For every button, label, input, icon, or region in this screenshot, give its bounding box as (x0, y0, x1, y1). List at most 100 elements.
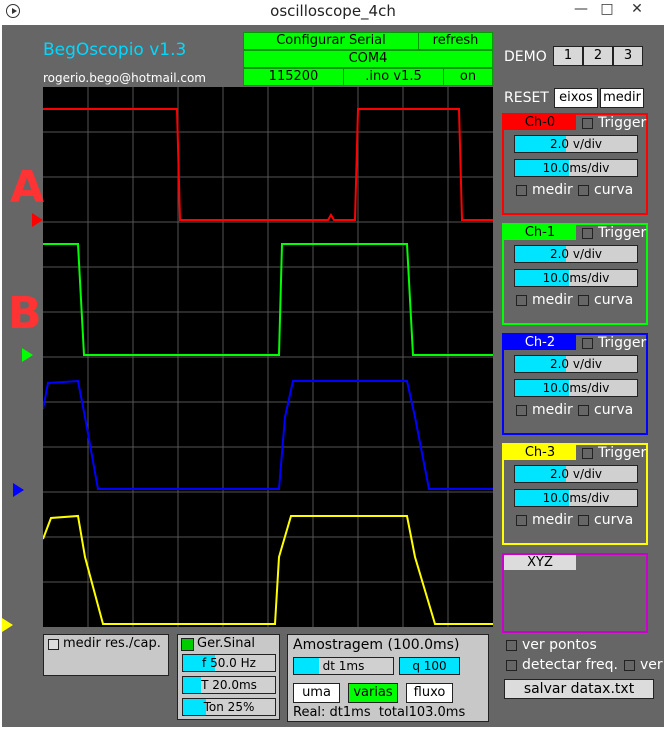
channel-3-trigger-checkbox[interactable] (582, 448, 593, 459)
serial-port-field[interactable]: COM4 (243, 50, 493, 68)
amostragem-q-slider[interactable]: q 100 (399, 657, 460, 675)
gerador-ton-value: Ton 25% (203, 700, 255, 714)
channel-3-vdiv-value: 2.0 v/div (549, 467, 603, 481)
gerador-sinal-panel: Ger.Sinal f 50.0 Hz T 20.0ms Ton 25% (177, 634, 280, 720)
refresh-button[interactable]: refresh (418, 32, 493, 50)
channel-2-trace (43, 379, 493, 490)
channel-1-trace (43, 243, 493, 356)
channel-3-header[interactable]: Ch-3 (504, 445, 576, 460)
ch2-offset-marker[interactable] (13, 483, 24, 497)
medir-res-cap-checkbox[interactable] (48, 639, 59, 650)
channel-2-tdiv-slider[interactable]: 10.0ms/div (514, 379, 638, 397)
amostragem-dt-slider[interactable]: dt 1ms (293, 657, 394, 675)
channel-1-curva-label: curva (594, 292, 634, 308)
channel-1-tdiv-value: 10.0ms/div (542, 271, 610, 285)
channel-0-header[interactable]: Ch-0 (504, 115, 576, 130)
amostragem-varias-button[interactable]: varias (348, 683, 398, 703)
amostragem-q-value: q 100 (412, 659, 447, 673)
ch0-offset-marker[interactable] (32, 213, 43, 227)
channel-3-curva-label: curva (594, 512, 634, 528)
channel-markers[interactable] (0, 200, 44, 640)
ch1-offset-marker[interactable] (22, 348, 33, 362)
channel-2-curva-checkbox[interactable] (578, 405, 589, 416)
channel-0-panel: Ch-0 Trigger 2.0 v/div 10.0ms/div medir curva (502, 113, 648, 215)
scope-screen[interactable] (43, 87, 493, 627)
channel-1-tdiv-slider[interactable]: 10.0ms/div (514, 269, 638, 287)
gerador-freq-slider[interactable]: f 50.0 Hz (182, 654, 276, 672)
channel-0-trigger-label: Trigger (598, 115, 647, 131)
channel-0-trigger-checkbox[interactable] (582, 118, 593, 129)
demo-3-button[interactable]: 3 (613, 46, 643, 66)
marker-b-label: B (8, 288, 42, 339)
channel-3-tdiv-value: 10.0ms/div (542, 491, 610, 505)
channel-0-medir-checkbox[interactable] (516, 185, 527, 196)
channel-1-trigger-checkbox[interactable] (582, 228, 593, 239)
channel-1-curva-checkbox[interactable] (578, 295, 589, 306)
reset-label: RESET (504, 90, 549, 106)
gerador-sinal-checkbox[interactable] (181, 638, 194, 651)
reset-medir-button[interactable]: medir (600, 88, 644, 108)
minimize-icon[interactable]: — (574, 1, 588, 17)
channel-3-trace (43, 514, 493, 625)
medir-res-cap-panel: medir res./cap. (43, 634, 169, 676)
xyz-header: XYZ (504, 555, 576, 570)
channel-0-vdiv-slider[interactable]: 2.0 v/div (514, 135, 638, 153)
gerador-period-slider[interactable]: T 20.0ms (182, 676, 276, 694)
ch3-offset-marker[interactable] (2, 618, 13, 632)
channel-1-medir-label: medir (532, 292, 573, 308)
close-icon[interactable]: ✕ (631, 1, 643, 17)
demo-2-button[interactable]: 2 (583, 46, 613, 66)
amostragem-panel: Amostragem (100.0ms) dt 1ms q 100 uma va… (287, 634, 489, 722)
window-title: oscilloscope_4ch (270, 2, 396, 20)
app-play-icon (6, 4, 20, 18)
author-email: rogerio.bego@hotmail.com (43, 71, 206, 85)
configure-serial-button[interactable]: Configurar Serial (243, 32, 419, 50)
channel-1-vdiv-slider[interactable]: 2.0 v/div (514, 245, 638, 263)
channel-2-header[interactable]: Ch-2 (504, 335, 576, 350)
channel-2-trigger-checkbox[interactable] (582, 338, 593, 349)
medir-res-cap-label: medir res./cap. (63, 636, 161, 651)
salvar-datax-button[interactable]: salvar datax.txt (504, 679, 654, 699)
amostragem-real-readout: Real: dt1ms total103.0ms (293, 705, 466, 720)
serial-on-button[interactable]: on (443, 68, 493, 86)
ver-pontos-checkbox[interactable] (506, 640, 517, 651)
detectar-freq-label: detectar freq. (522, 657, 618, 673)
baud-rate-field[interactable]: 115200 (243, 68, 344, 86)
channel-2-curva-label: curva (594, 402, 634, 418)
channel-3-vdiv-slider[interactable]: 2.0 v/div (514, 465, 638, 483)
app-title: BegOscopio v1.3 (43, 40, 187, 60)
maximize-icon[interactable]: □ (600, 1, 614, 17)
xyz-panel[interactable]: XYZ (502, 553, 648, 633)
detectar-freq-checkbox[interactable] (506, 660, 517, 671)
channel-1-trigger-label: Trigger (598, 225, 647, 241)
channel-2-vdiv-slider[interactable]: 2.0 v/div (514, 355, 638, 373)
ver-label: ver (640, 657, 663, 673)
ino-version-field[interactable]: .ino v1.5 (343, 68, 444, 86)
channel-2-medir-label: medir (532, 402, 573, 418)
ver-checkbox[interactable] (624, 660, 635, 671)
gerador-ton-slider[interactable]: Ton 25% (182, 698, 276, 716)
channel-3-medir-label: medir (532, 512, 573, 528)
channel-3-medir-checkbox[interactable] (516, 515, 527, 526)
channel-2-medir-checkbox[interactable] (516, 405, 527, 416)
marker-a-label: A (10, 162, 45, 213)
demo-1-button[interactable]: 1 (553, 46, 583, 66)
reset-eixos-button[interactable]: eixos (554, 88, 598, 108)
gerador-period-value: T 20.0ms (201, 678, 257, 692)
channel-1-medir-checkbox[interactable] (516, 295, 527, 306)
amostragem-fluxo-button[interactable]: fluxo (406, 683, 453, 703)
channel-0-curva-checkbox[interactable] (578, 185, 589, 196)
channel-0-vdiv-value: 2.0 v/div (549, 137, 603, 151)
gerador-sinal-label: Ger.Sinal (197, 636, 256, 651)
channel-2-vdiv-value: 2.0 v/div (549, 357, 603, 371)
amostragem-uma-button[interactable]: uma (293, 683, 340, 703)
channel-3-tdiv-slider[interactable]: 10.0ms/div (514, 489, 638, 507)
channel-0-curva-label: curva (594, 182, 634, 198)
channel-0-tdiv-slider[interactable]: 10.0ms/div (514, 159, 638, 177)
channel-3-curva-checkbox[interactable] (578, 515, 589, 526)
channel-3-panel: Ch-3 Trigger 2.0 v/div 10.0ms/div medir curva (502, 443, 648, 545)
channel-0-trace (43, 108, 493, 221)
amostragem-dt-value: dt 1ms (322, 659, 365, 673)
channel-1-header[interactable]: Ch-1 (504, 225, 576, 240)
ver-pontos-label: ver pontos (522, 637, 597, 653)
